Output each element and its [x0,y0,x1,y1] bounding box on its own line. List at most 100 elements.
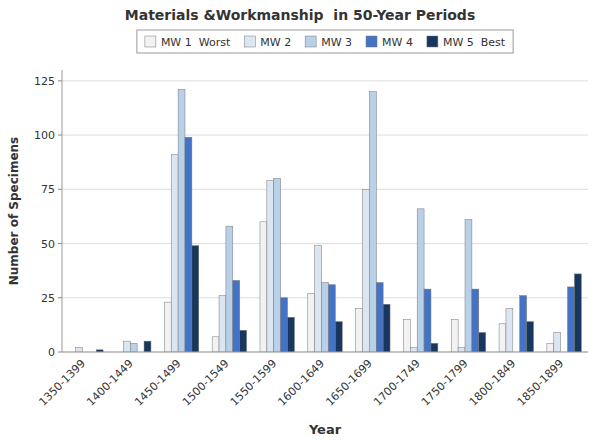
legend-swatch [305,36,316,47]
legend-label: MW 3 [321,36,352,49]
grid-line [62,135,588,136]
bar [527,322,534,352]
bar [376,283,383,352]
legend-swatch [427,36,438,47]
x-tick-label: 1850-1899 [515,357,567,409]
x-tick-label: 1800-1849 [467,357,519,409]
series [130,90,472,352]
bar [308,293,315,352]
bar [574,274,581,352]
bar [171,155,178,352]
bar [499,324,506,352]
series [185,137,574,352]
grid [62,81,588,352]
legend-label: MW 4 [382,36,413,49]
bar [465,220,472,352]
y-tick [58,189,62,190]
bar [76,348,83,352]
grid-line [62,189,588,190]
legend-frame [137,30,513,53]
chart-svg: Materials &Workmanship in 50-Year Period… [0,0,600,442]
legend-label: MW 1 Worst [161,36,231,49]
bar [403,319,410,352]
bar [240,330,247,352]
x-tick-label: 1500-1549 [180,357,232,409]
bar [424,289,431,352]
legend-swatch [145,36,156,47]
bar [362,189,369,352]
bar [274,178,281,352]
x-tick-label: 1750-1799 [419,357,471,409]
bar [123,341,130,352]
bar [267,181,274,352]
bar [192,246,199,352]
legend-item: MW 3 [305,36,352,49]
y-axis-line [62,70,63,352]
x-tick-label: 1450-1499 [132,357,184,409]
bar [185,137,192,352]
legend-label: MW 5 Best [443,36,506,49]
y-tick-label: 25 [41,292,55,305]
series [76,155,561,352]
grid-line [62,352,588,353]
chart-container: Materials &Workmanship in 50-Year Period… [0,0,600,442]
y-tick [58,243,62,244]
y-tick [58,135,62,136]
legend: MW 1 Worst MW 2 MW 3 MW 4 MW 5 Best [137,30,513,53]
x-tick-label: 1700-1749 [371,357,423,409]
series [96,246,581,352]
bar [315,246,322,352]
bar [547,343,554,352]
bar [281,298,288,352]
bar [451,319,458,352]
bar [410,348,417,352]
bar [431,343,438,352]
legend-swatch [244,36,255,47]
series [164,222,553,352]
x-tick-label: 1600-1649 [276,357,328,409]
x-tick-label: 1650-1699 [323,357,375,409]
bar [520,296,527,352]
x-axis-label: Year [308,422,342,437]
y-tick-label: 100 [34,129,55,142]
title: Materials &Workmanship in 50-Year Period… [125,7,475,23]
grid-line [62,243,588,244]
bar [472,289,479,352]
x-axis-line [62,352,588,353]
bar [260,222,267,352]
y-tick [58,352,62,353]
bar [233,280,240,352]
y-tick [58,80,62,81]
bars [76,90,582,352]
bar [458,348,465,352]
bar [335,322,342,352]
grid-line [62,80,588,81]
bar [288,317,295,352]
y-axis-label: Number of Specimens [7,137,21,285]
x-tick-label: 1350-1399 [36,357,88,409]
legend-label: MW 2 [260,36,291,49]
bar [369,92,376,352]
bar [383,304,390,352]
bar [479,332,486,352]
legend-item: MW 1 Worst [145,36,231,49]
bar [144,341,151,352]
y-tick-label: 50 [41,238,55,251]
x-tick-label: 1400-1449 [84,357,136,409]
bar [322,283,329,352]
bar [212,337,219,352]
x-tick-label: 1550-1599 [228,357,280,409]
y-tick [58,297,62,298]
bar [417,209,424,352]
bar [226,226,233,352]
bar [554,332,561,352]
bar [178,90,185,352]
bar [130,343,137,352]
y-tick-label: 125 [34,75,55,88]
bar [506,309,513,352]
bar [219,296,226,352]
legend-item: MW 5 Best [427,36,506,49]
bar [328,285,335,352]
legend-swatch [366,36,377,47]
bar [164,302,171,352]
